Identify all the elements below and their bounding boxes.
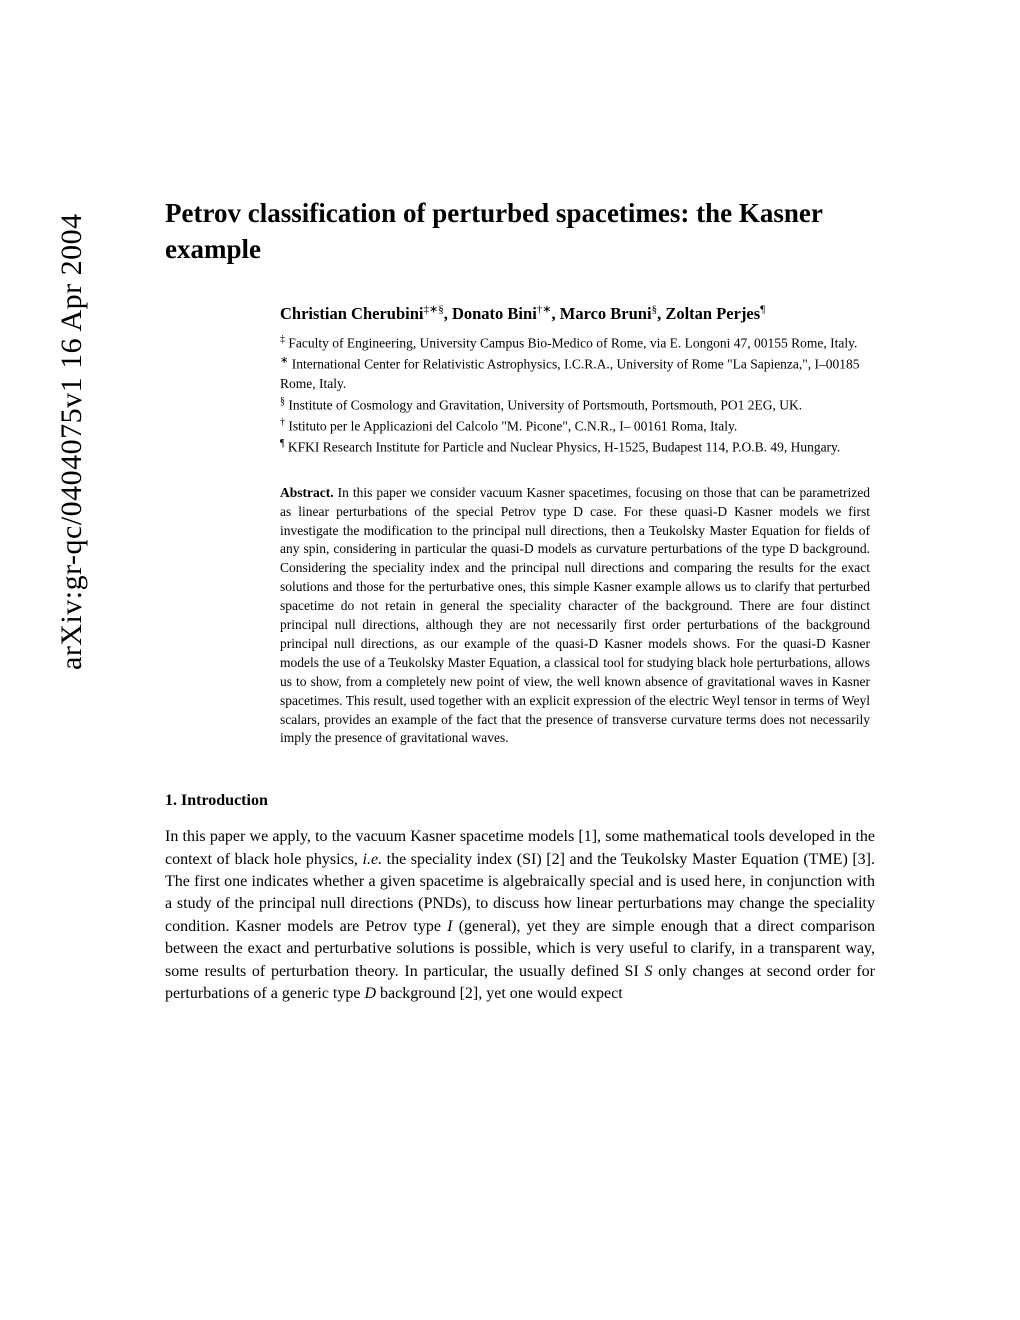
abstract-label: Abstract. (280, 485, 334, 500)
introduction-text: In this paper we apply, to the vacuum Ka… (165, 826, 875, 1005)
affiliation-item: † Istituto per le Applicazioni del Calco… (280, 416, 870, 436)
affiliation-item: ‡ Faculty of Engineering, University Cam… (280, 333, 870, 353)
affiliation-item: ¶ KFKI Research Institute for Particle a… (280, 437, 870, 457)
abstract: Abstract. In this paper we consider vacu… (280, 484, 870, 748)
authors-block: Christian Cherubini‡∗§, Donato Bini†∗, M… (280, 302, 870, 748)
affiliation-item: ∗ International Center for Relativistic … (280, 354, 870, 393)
author-names: Christian Cherubini‡∗§, Donato Bini†∗, M… (280, 302, 870, 325)
affiliation-item: § Institute of Cosmology and Gravitation… (280, 395, 870, 415)
affiliations: ‡ Faculty of Engineering, University Cam… (280, 333, 870, 458)
paper-title: Petrov classification of perturbed space… (165, 195, 875, 268)
paper-content: Petrov classification of perturbed space… (165, 195, 875, 1005)
abstract-text: In this paper we consider vacuum Kasner … (280, 485, 870, 746)
section-heading: 1. Introduction (165, 792, 875, 810)
arxiv-identifier: arXiv:gr-qc/0404075v1 16 Apr 2004 (55, 213, 89, 670)
